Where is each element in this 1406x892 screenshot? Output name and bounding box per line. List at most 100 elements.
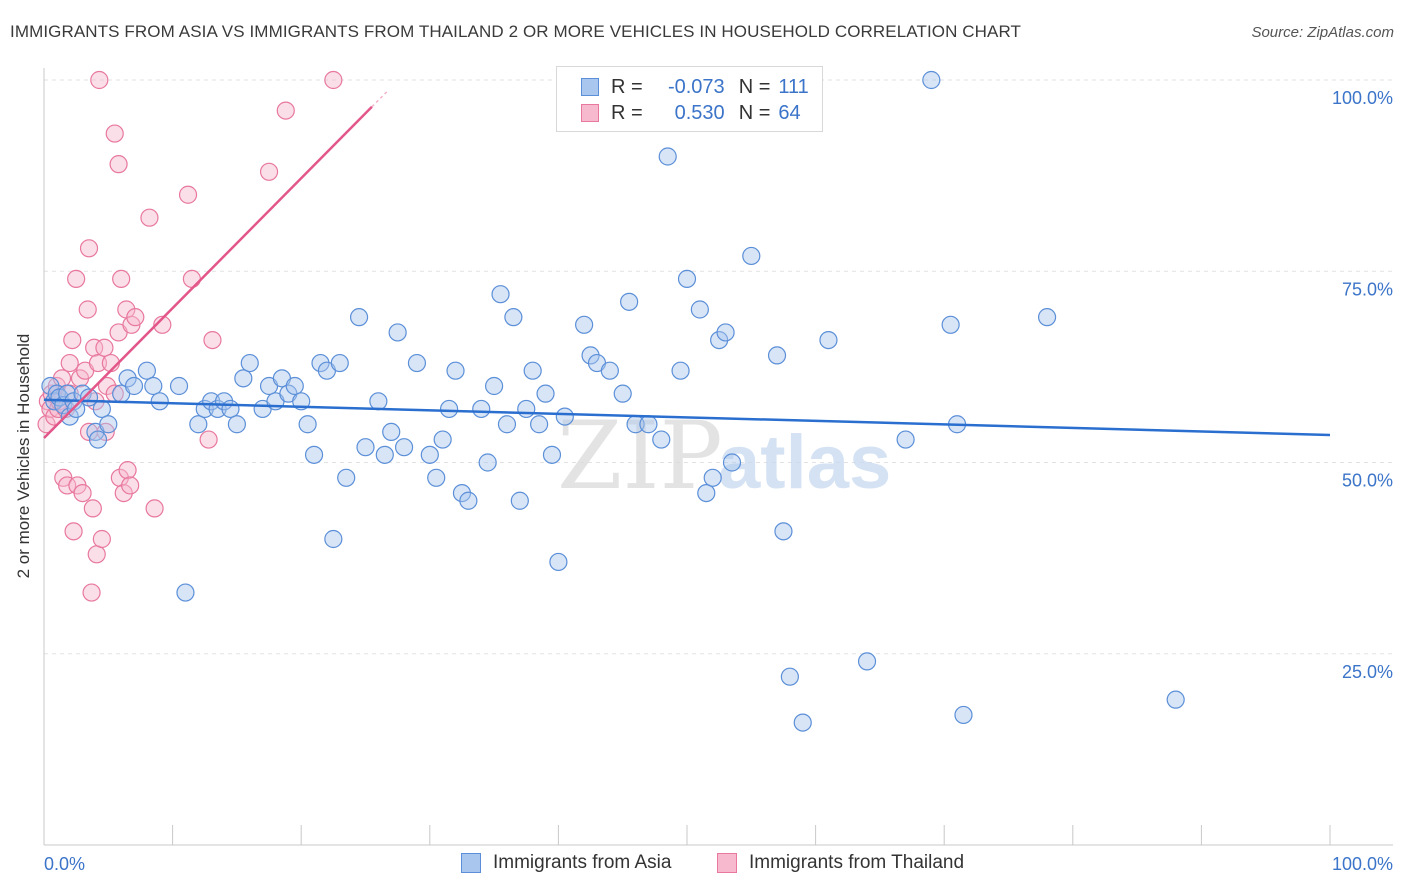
asia-point <box>124 376 144 396</box>
asia-point <box>677 269 697 288</box>
asia-point <box>394 438 414 457</box>
thailand-point <box>112 269 131 288</box>
asia-point <box>722 453 742 472</box>
asia-point <box>697 484 716 503</box>
legend-r-label: R = <box>611 75 643 98</box>
asia-point <box>356 438 375 457</box>
y-tick-label: 25.0% <box>1342 662 1393 682</box>
legend-row-thailand: R = 0.530 N = 64 <box>581 100 801 126</box>
asia-point <box>555 407 574 426</box>
legend-swatch-asia <box>581 78 599 96</box>
asia-point <box>459 491 478 510</box>
asia-point <box>620 292 639 311</box>
asia-point <box>234 369 253 388</box>
asia-point <box>324 529 343 549</box>
y-tick-labels: 100.0% 75.0% 50.0% 25.0% <box>1332 88 1393 682</box>
asia-point <box>530 415 549 434</box>
thailand-point <box>73 484 92 503</box>
asia-point <box>337 468 356 487</box>
trend-line-thailand <box>43 105 373 439</box>
legend-item-thailand: Immigrants from Thailand <box>717 852 964 874</box>
legend-item-asia: Immigrants from Asia <box>461 852 671 874</box>
thailand-point <box>182 269 201 288</box>
thailand-point <box>90 70 109 90</box>
asia-point <box>613 384 632 403</box>
thailand-point <box>126 308 145 327</box>
asia-point <box>491 285 510 304</box>
asia-point <box>478 453 497 472</box>
thailand-point <box>110 468 129 487</box>
thailand-point <box>121 476 140 495</box>
asia-point <box>433 430 452 449</box>
asia-point <box>349 308 369 327</box>
asia-point <box>542 445 562 464</box>
legend-swatch-asia <box>461 853 481 873</box>
asia-point <box>375 445 394 464</box>
asia-point <box>517 399 536 419</box>
asia-point <box>485 376 504 396</box>
asia-point <box>330 353 349 373</box>
asia-point <box>285 376 304 396</box>
thailand-point <box>83 499 102 518</box>
legend-n-value-thailand: 64 <box>778 101 801 124</box>
asia-point <box>652 430 671 449</box>
watermark-zip: ZIP <box>557 402 723 511</box>
x-tick-label-min: 0.0% <box>44 854 85 874</box>
thailand-point <box>64 522 83 541</box>
thailand-point <box>324 70 343 90</box>
asia-point <box>227 415 246 434</box>
trend-line-asia <box>43 398 1331 437</box>
legend-r-label: R = <box>611 101 643 124</box>
asia-point <box>446 361 465 380</box>
asia-point <box>575 315 594 334</box>
asia-point <box>658 147 677 166</box>
asia-point <box>639 415 658 434</box>
thailand-point <box>118 461 137 480</box>
asia-point <box>774 522 793 541</box>
asia-point <box>137 361 156 380</box>
asia-point <box>298 415 317 434</box>
asia-point <box>896 430 915 449</box>
thailand-point <box>78 300 97 319</box>
series-asia-points <box>41 70 1185 732</box>
asia-point <box>427 468 446 487</box>
thailand-point <box>87 545 106 564</box>
y-tick-label: 100.0% <box>1332 88 1393 108</box>
series-legend: Immigrants from Asia Immigrants from Tha… <box>0 852 1406 878</box>
asia-point <box>92 399 111 419</box>
legend-r-value-asia: -0.073 <box>667 75 725 98</box>
y-tick-label: 50.0% <box>1342 471 1393 491</box>
thailand-point <box>97 376 117 396</box>
legend-n-label: N = <box>738 75 771 98</box>
asia-point <box>88 430 108 449</box>
thailand-point <box>79 239 99 258</box>
asia-point <box>1037 308 1057 327</box>
thailand-point <box>105 124 124 143</box>
legend-swatch-thailand <box>717 853 737 873</box>
legend-row-asia: R = -0.073 N = 111 <box>581 74 809 100</box>
asia-point <box>819 331 838 350</box>
axes <box>43 68 1393 846</box>
thailand-point <box>85 338 104 357</box>
stats-legend: R = -0.073 N = 111 R = 0.530 N = 64 <box>556 66 823 132</box>
legend-r-value-thailand: 0.530 <box>674 101 725 124</box>
asia-point <box>169 376 189 396</box>
thailand-point <box>37 415 56 434</box>
thailand-point <box>60 353 79 373</box>
thailand-point <box>109 155 128 174</box>
asia-point <box>549 552 568 572</box>
asia-point <box>472 399 491 419</box>
thailand-point <box>259 162 279 181</box>
asia-point <box>922 70 941 90</box>
asia-point <box>407 353 427 373</box>
asia-point <box>504 308 523 327</box>
asia-point <box>857 652 877 671</box>
thailand-point <box>153 315 172 334</box>
asia-point <box>510 491 529 510</box>
asia-point <box>954 705 973 725</box>
x-tick-label-max: 100.0% <box>1332 854 1393 874</box>
thailand-point <box>95 338 114 357</box>
asia-point <box>99 415 118 434</box>
asia-point <box>703 468 722 487</box>
asia-point <box>690 300 709 319</box>
